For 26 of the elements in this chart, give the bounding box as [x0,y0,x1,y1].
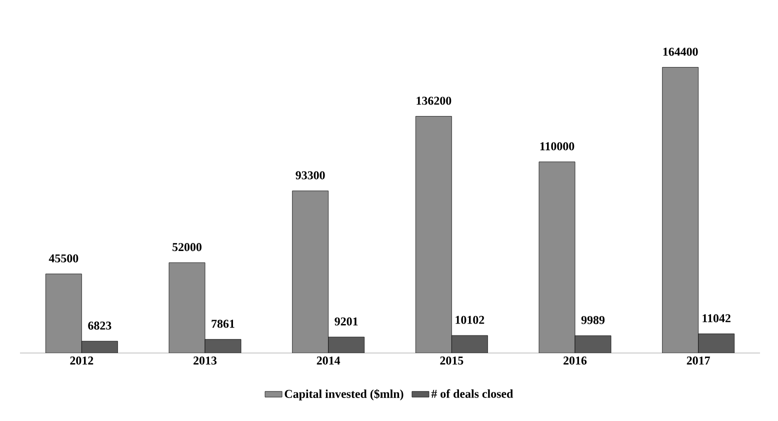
x-tick-label: 2014 [316,356,340,365]
data-label: 93300 [296,171,325,180]
data-label: 7861 [212,320,234,328]
data-label: 52000 [172,243,202,252]
x-tick-label: 2016 [564,356,587,365]
legend-label: # of deals closed [431,389,514,398]
x-tick-label: 2013 [194,356,217,365]
data-label: 9989 [581,316,605,324]
legend-label: Capital invested ($mln) [284,389,404,400]
data-label: 110000 [540,142,574,150]
x-tick-label: 2017 [686,356,710,365]
bar [574,335,612,353]
bar [451,335,488,353]
bar [205,339,242,353]
bar [82,341,118,353]
data-label: 136200 [416,96,452,105]
x-tick-label: 2012 [70,356,94,365]
data-label: 9201 [334,317,358,326]
data-label: 11042 [702,314,730,322]
bar [328,336,365,353]
data-label: 164400 [663,48,698,56]
bar [698,334,735,353]
data-label: 6823 [88,322,112,330]
data-label: 45500 [48,254,78,262]
x-tick-label: 2015 [440,356,464,365]
data-label: 10102 [456,316,484,324]
